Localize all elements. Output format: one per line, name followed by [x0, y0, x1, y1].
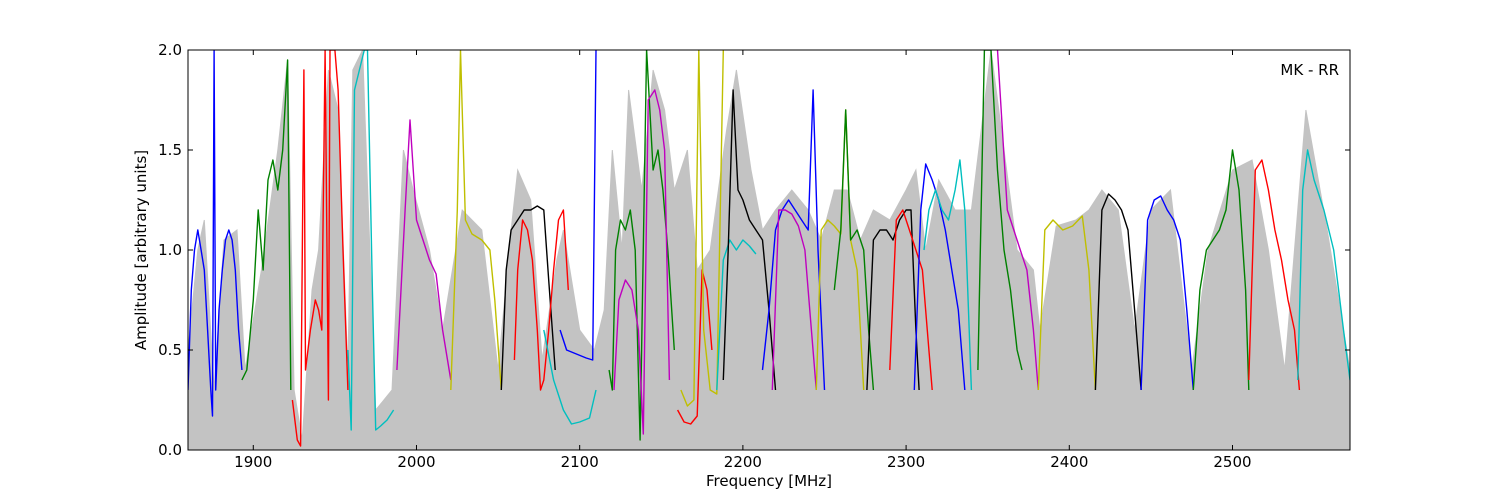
series-line-27 [1094, 193, 1142, 391]
series-line-2 [291, 50, 349, 447]
series-line-5 [450, 50, 502, 391]
x-tick-label: 2100 [561, 453, 599, 471]
series-line-30 [1248, 159, 1301, 391]
y-axis-ticks: 0.0 0.5 1.0 1.5 2.0 [158, 41, 1350, 459]
series-line-4 [396, 119, 452, 381]
series-group [188, 50, 1350, 447]
series-line-25 [996, 50, 1039, 391]
series-line-23 [923, 159, 973, 391]
series-line-10 [608, 50, 675, 441]
background-spectrum [188, 50, 1350, 450]
series-line-1 [241, 59, 292, 391]
series-line-15 [722, 89, 777, 391]
x-tick-label: 2200 [724, 453, 762, 471]
series-line-7 [513, 209, 569, 391]
series-line-24 [977, 50, 1023, 371]
series-line-31 [1297, 149, 1350, 381]
x-axis-ticks: 1900 2000 2100 2200 2300 2400 2500 [234, 50, 1252, 471]
x-tick-label: 2500 [1213, 453, 1251, 471]
y-tick-label: 1.5 [158, 141, 182, 159]
y-axis-label: Amplitude [arbitrary units] [132, 150, 150, 350]
series-line-0 [188, 50, 243, 417]
series-line-21 [889, 209, 933, 391]
series-line-16 [761, 89, 826, 391]
series-line-14 [716, 239, 757, 391]
x-tick-label: 2300 [887, 453, 925, 471]
y-tick-label: 1.0 [158, 241, 182, 259]
series-line-12 [676, 269, 713, 425]
series-line-28 [1140, 195, 1194, 391]
series-line-19 [833, 109, 875, 391]
x-tick-label: 1900 [234, 453, 272, 471]
chart-annotation: MK - RR [1280, 61, 1339, 79]
series-line-29 [1192, 149, 1250, 391]
x-tick-label: 2400 [1050, 453, 1088, 471]
series-line-17 [771, 209, 817, 391]
y-tick-label: 0.5 [158, 341, 182, 359]
series-line-13 [680, 50, 724, 407]
series-line-9 [543, 329, 597, 425]
y-tick-label: 2.0 [158, 41, 182, 59]
series-line-8 [559, 50, 597, 361]
y-tick-label: 0.0 [158, 441, 182, 459]
x-tick-label: 2000 [397, 453, 435, 471]
x-axis-label: Frequency [MHz] [706, 472, 832, 490]
background-spectrum-area [188, 50, 1350, 450]
series-line-11 [613, 89, 671, 435]
series-line-3 [347, 50, 395, 431]
series-line-6 [500, 205, 556, 391]
series-line-26 [1037, 215, 1097, 391]
